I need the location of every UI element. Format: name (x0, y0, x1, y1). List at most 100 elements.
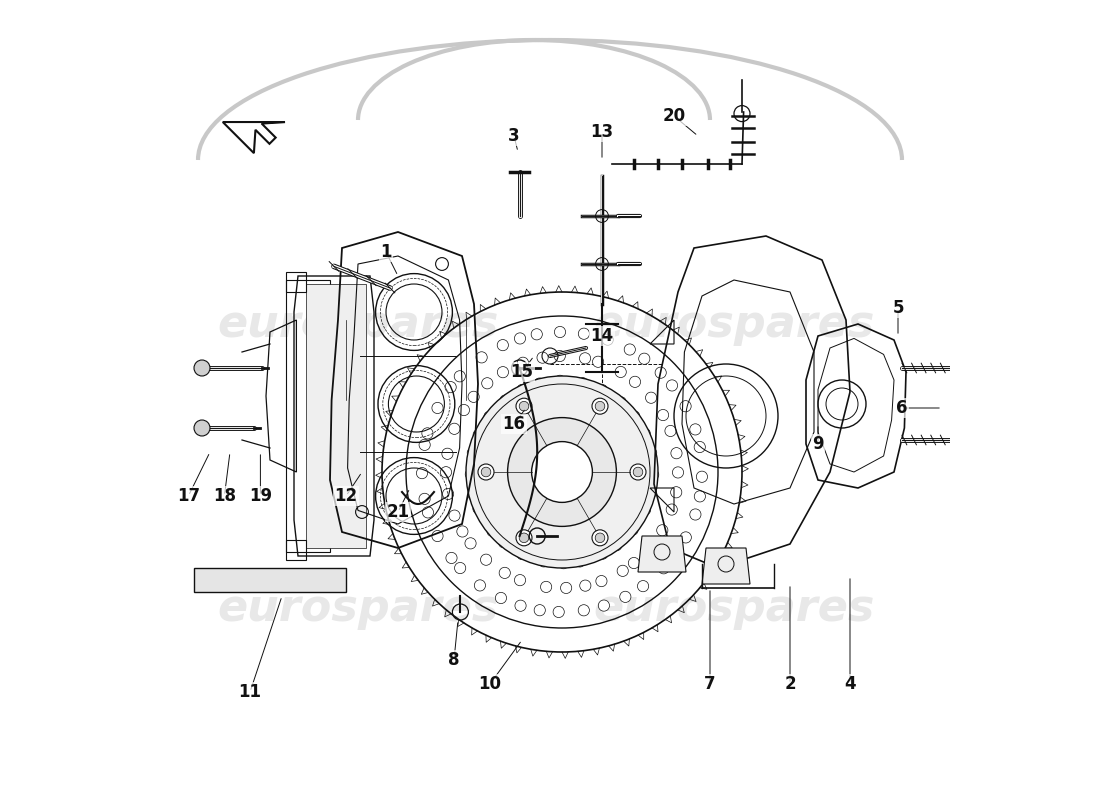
Circle shape (645, 542, 656, 554)
Circle shape (537, 352, 548, 363)
Circle shape (465, 470, 475, 479)
Circle shape (553, 606, 564, 618)
Circle shape (535, 605, 546, 616)
Circle shape (596, 575, 607, 586)
Circle shape (667, 504, 678, 515)
Circle shape (500, 395, 509, 405)
Circle shape (629, 466, 639, 476)
Circle shape (628, 526, 638, 535)
Bar (286, 272, 306, 292)
Circle shape (598, 600, 609, 611)
Circle shape (495, 592, 507, 603)
Circle shape (469, 491, 477, 501)
Circle shape (514, 525, 524, 534)
Circle shape (578, 378, 587, 387)
Circle shape (419, 494, 430, 505)
Circle shape (515, 333, 526, 344)
Circle shape (473, 430, 483, 439)
Circle shape (656, 367, 667, 378)
Circle shape (629, 376, 640, 387)
Circle shape (440, 466, 452, 478)
Circle shape (556, 539, 564, 549)
Circle shape (595, 402, 605, 411)
Text: 2: 2 (784, 675, 795, 693)
Circle shape (490, 492, 499, 502)
Circle shape (592, 530, 608, 546)
Circle shape (498, 538, 508, 548)
Circle shape (465, 538, 476, 549)
Circle shape (694, 490, 705, 502)
Circle shape (481, 467, 491, 477)
Text: 11: 11 (239, 683, 262, 701)
Circle shape (641, 505, 651, 514)
Polygon shape (638, 536, 686, 572)
Polygon shape (306, 284, 366, 548)
Circle shape (516, 398, 532, 414)
Text: eurospares: eurospares (593, 302, 875, 346)
Circle shape (473, 504, 483, 514)
Circle shape (515, 574, 526, 586)
Circle shape (647, 448, 657, 458)
Circle shape (600, 525, 609, 534)
Circle shape (422, 506, 433, 518)
Circle shape (580, 353, 591, 364)
Circle shape (617, 566, 628, 577)
Circle shape (647, 488, 657, 498)
Circle shape (558, 395, 568, 405)
Circle shape (664, 426, 676, 437)
Text: 15: 15 (510, 363, 534, 381)
Circle shape (446, 382, 456, 393)
Circle shape (657, 525, 668, 536)
Polygon shape (702, 548, 750, 584)
Circle shape (519, 533, 529, 542)
Circle shape (614, 423, 624, 433)
Circle shape (615, 366, 626, 378)
Text: 5: 5 (892, 299, 904, 317)
Circle shape (598, 408, 608, 418)
Circle shape (449, 510, 460, 522)
Circle shape (597, 385, 607, 394)
Circle shape (432, 402, 443, 414)
Circle shape (499, 567, 510, 578)
Circle shape (194, 360, 210, 376)
Circle shape (456, 526, 468, 537)
Circle shape (559, 559, 569, 569)
Circle shape (592, 398, 608, 414)
Circle shape (667, 380, 678, 391)
Circle shape (507, 418, 616, 526)
Circle shape (482, 378, 493, 389)
Circle shape (598, 550, 608, 559)
Circle shape (442, 448, 453, 459)
Text: 3: 3 (508, 127, 520, 145)
Circle shape (561, 582, 572, 594)
Circle shape (535, 378, 544, 388)
Circle shape (640, 429, 650, 438)
Circle shape (497, 366, 508, 378)
Circle shape (539, 558, 549, 567)
Circle shape (488, 446, 498, 455)
Circle shape (672, 467, 683, 478)
Circle shape (531, 442, 593, 502)
Circle shape (497, 508, 507, 518)
Circle shape (487, 526, 496, 536)
Circle shape (454, 370, 465, 382)
Circle shape (485, 469, 495, 478)
Text: 14: 14 (591, 327, 614, 345)
Circle shape (671, 448, 682, 459)
Circle shape (690, 424, 701, 435)
Circle shape (554, 350, 565, 362)
Circle shape (449, 423, 460, 434)
Circle shape (516, 530, 532, 546)
Circle shape (540, 582, 552, 593)
Circle shape (658, 410, 669, 421)
Circle shape (696, 471, 707, 482)
Text: 7: 7 (704, 675, 716, 693)
Circle shape (680, 401, 691, 412)
Circle shape (579, 605, 590, 616)
Circle shape (634, 467, 642, 477)
Text: eurospares: eurospares (593, 586, 875, 630)
Circle shape (624, 344, 636, 355)
Text: eurospares: eurospares (218, 302, 498, 346)
Circle shape (628, 558, 639, 569)
Text: 18: 18 (213, 487, 235, 505)
